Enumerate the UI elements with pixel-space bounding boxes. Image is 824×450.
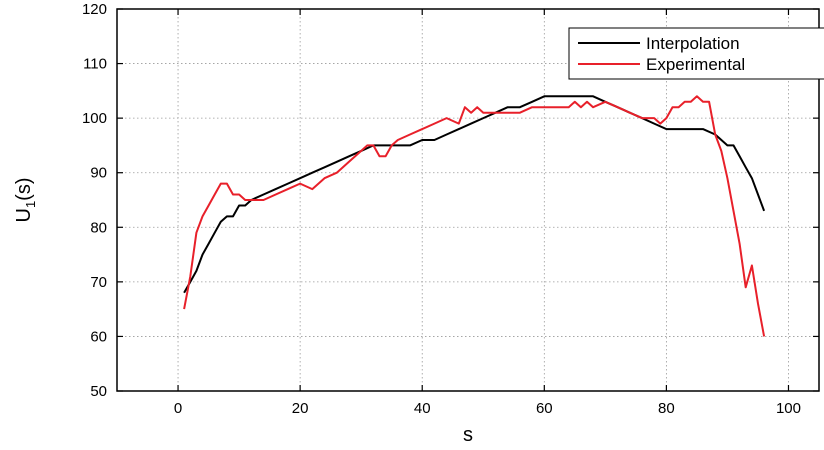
x-axis: 0 20 40 60 80 100	[174, 9, 801, 417]
series-line-interpolation	[183, 95, 766, 294]
y-tick-label: 110	[83, 56, 107, 73]
series-lines	[183, 95, 766, 337]
y-tick-label: 90	[90, 165, 107, 182]
x-tick-label: 80	[658, 400, 675, 417]
y-axis: 50 60 70 80 90 100 110 120	[82, 1, 819, 400]
y-axis-title: U1(s)	[13, 177, 38, 222]
legend-label-interpolation: Interpolation	[646, 34, 740, 53]
y-axis-title-tail: (s)	[13, 177, 35, 200]
x-tick-label: 60	[536, 400, 553, 417]
y-tick-label: 50	[90, 383, 107, 400]
y-axis-title-main: U	[13, 208, 35, 222]
y-tick-label: 60	[90, 328, 107, 345]
plot-frame	[116, 8, 820, 392]
legend-box	[568, 27, 824, 80]
series-line-experimental	[183, 95, 766, 337]
x-tick-label: 40	[414, 400, 431, 417]
x-tick-label: 20	[292, 400, 309, 417]
y-tick-label: 120	[82, 1, 107, 18]
x-axis-title: s	[463, 424, 473, 446]
legend-label-experimental: Experimental	[646, 55, 745, 74]
y-tick-label: 70	[90, 274, 107, 291]
legend: Interpolation Experimental	[568, 27, 824, 80]
y-tick-label: 100	[82, 110, 107, 127]
x-tick-label: 100	[776, 400, 801, 417]
y-axis-title-subscript: 1	[23, 201, 38, 208]
x-tick-label: 0	[174, 400, 182, 417]
y-tick-label: 80	[90, 219, 107, 236]
